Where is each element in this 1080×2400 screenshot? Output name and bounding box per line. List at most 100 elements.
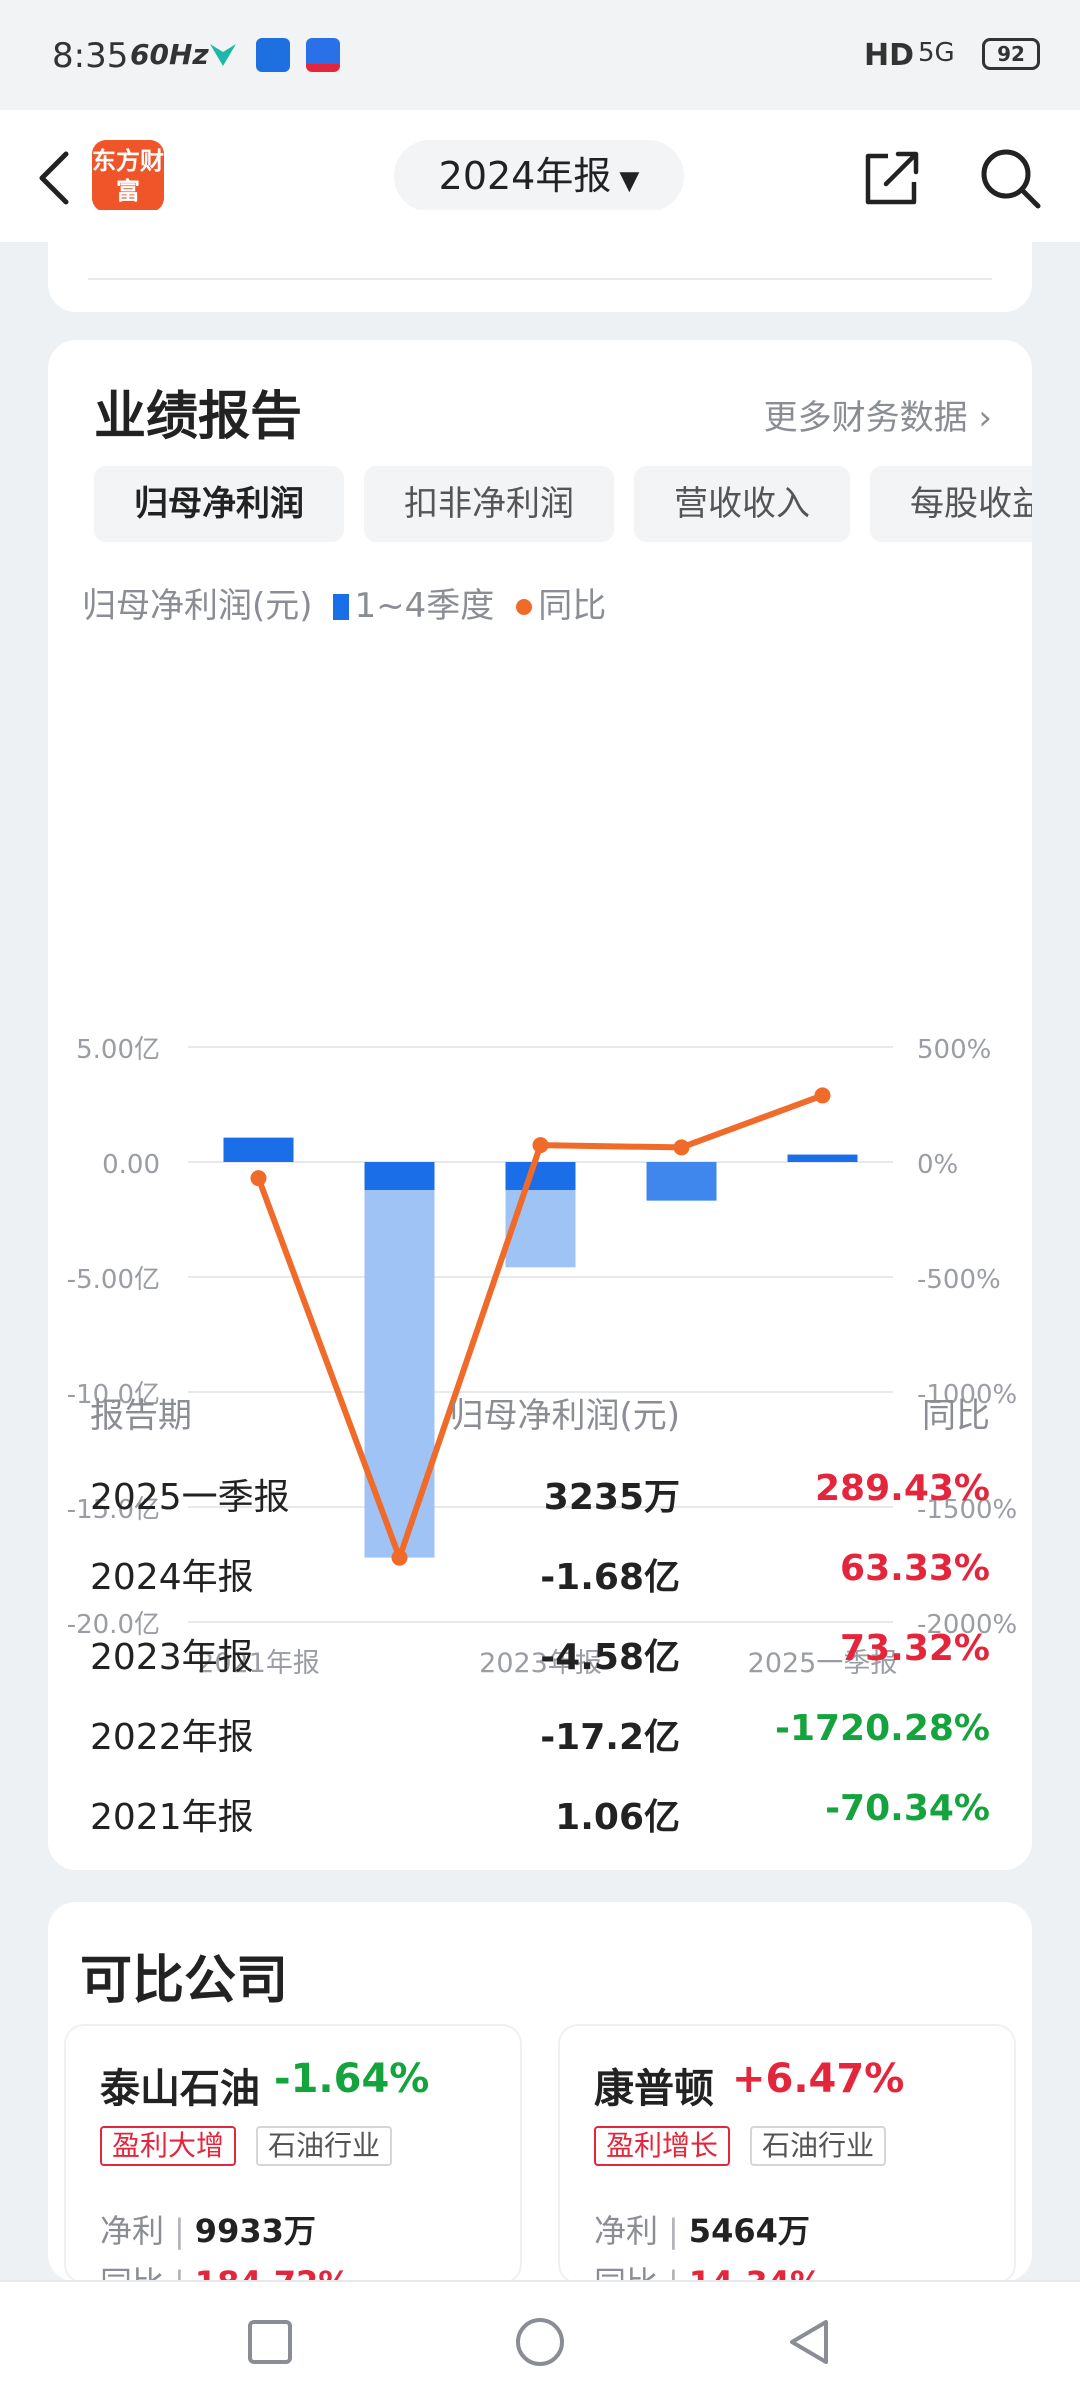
row-period: 2021年报 xyxy=(90,1797,254,1838)
period-label: 2024年报 xyxy=(438,154,612,198)
legend-bar-label: 1~4季度 xyxy=(354,586,495,626)
yoy-value: 14.34% xyxy=(688,2264,823,2284)
x-tick-label: 2021年报 xyxy=(197,1648,320,1679)
table-row[interactable]: 2023年报 -4.58亿 73.32% xyxy=(90,1628,990,1684)
y-right-tick-label: -2000% xyxy=(917,1610,1017,1640)
peer-change: +6.47% xyxy=(732,2056,905,2102)
circle-icon[interactable] xyxy=(510,2312,570,2372)
profit-value: 9933万 xyxy=(194,2212,316,2250)
peer-tag: 盈利大增 xyxy=(100,2126,237,2166)
refresh-rate: 60Hz xyxy=(130,38,209,71)
y-left-tick-label: -5.00亿 xyxy=(67,1265,160,1295)
peer-industry-tag: 石油行业 xyxy=(256,2126,393,2166)
table-row[interactable]: 2022年报 -17.2亿 -1720.28% xyxy=(90,1708,990,1764)
x-tick-label: 2025一季报 xyxy=(748,1648,898,1679)
profit-chart[interactable]: 5.00亿 500% 0.00 0% -5.00亿 -500% -10.0亿 -1000% -1… xyxy=(48,680,1032,1680)
header-yoy: 同比 xyxy=(922,1396,990,1436)
tab-deducted-net-profit[interactable]: 扣非净利润 xyxy=(364,466,614,542)
y-left-tick-label: -15.0亿 xyxy=(67,1495,160,1525)
legend-bar-swatch xyxy=(332,594,349,620)
legend-unit: 归母净利润(元) xyxy=(82,586,313,626)
y-right-tick-label: 0% xyxy=(917,1150,958,1180)
peer-name: 泰山石油 xyxy=(100,2066,260,2112)
peer-profit-line: 净利 | 5464万 xyxy=(594,2212,810,2250)
more-link-label: 更多财务数据 xyxy=(763,398,968,438)
table-row[interactable]: 2021年报 1.06亿 -70.34% xyxy=(90,1788,990,1844)
alipay-notification-icon xyxy=(306,38,340,72)
message-notification-icon xyxy=(256,38,290,72)
table-row[interactable]: 2024年报 -1.68亿 63.33% xyxy=(90,1548,990,1604)
dropdown-caret-icon: ▼ xyxy=(619,166,640,196)
square-icon[interactable] xyxy=(240,2312,300,2372)
tab-net-profit[interactable]: 归母净利润 xyxy=(94,466,344,542)
profit-label: 净利 xyxy=(594,2212,659,2250)
yoy-point xyxy=(673,1139,690,1156)
signal-icon: 5G xyxy=(918,38,955,68)
app-logo[interactable]: 东方财富 xyxy=(92,140,164,212)
back-arrow-icon[interactable] xyxy=(32,148,76,208)
row-profit: 1.06亿 xyxy=(555,1797,680,1838)
status-bar: 8:35 60Hz HD 5G 92 xyxy=(0,0,1080,110)
row-profit: -4.58亿 xyxy=(540,1637,680,1678)
row-period: 2023年报 xyxy=(90,1637,254,1678)
bar xyxy=(787,1154,858,1162)
row-yoy: -70.34% xyxy=(825,1788,990,1829)
yoy-point xyxy=(391,1549,408,1566)
search-icon[interactable] xyxy=(978,146,1042,210)
peer-industry-tag: 石油行业 xyxy=(750,2126,887,2166)
peer-name: 康普顿 xyxy=(594,2066,714,2112)
y-right-tick-label: 500% xyxy=(917,1035,991,1065)
y-left-tick-label: -10.0亿 xyxy=(67,1380,160,1410)
row-yoy: 63.33% xyxy=(840,1548,990,1589)
y-left-tick-label: -20.0亿 xyxy=(67,1610,160,1640)
comparable-companies-card: 可比公司 泰山石油 -1.64% 盈利大增 石油行业 净利 | 9933万 同比 | 1… xyxy=(48,1902,1032,2284)
profit-label: 净利 xyxy=(100,2212,165,2250)
row-period: 2025一季报 xyxy=(90,1477,290,1518)
yoy-value: 184.72% xyxy=(194,2264,351,2284)
divider xyxy=(88,278,992,280)
legend-line-label: 同比 xyxy=(538,586,607,626)
network-type: HD xyxy=(864,38,915,73)
triangle-back-icon[interactable] xyxy=(780,2312,840,2372)
peer-card[interactable]: 泰山石油 -1.64% 盈利大增 石油行业 净利 | 9933万 同比 | 184.72… xyxy=(64,2024,522,2284)
header-profit: 归母净利润(元) xyxy=(449,1396,680,1436)
table-row[interactable]: 2025一季报 3235万 289.43% xyxy=(90,1468,990,1524)
peer-yoy-line: 同比 | 14.34% xyxy=(594,2258,823,2284)
yoy-point xyxy=(814,1087,831,1104)
app-notification-icon xyxy=(210,44,236,66)
row-profit: 3235万 xyxy=(543,1477,680,1518)
peer-yoy-line: 同比 | 184.72% xyxy=(100,2258,351,2284)
row-yoy: 73.32% xyxy=(840,1628,990,1669)
bar xyxy=(646,1162,717,1201)
section-title: 可比公司 xyxy=(80,1951,289,2011)
row-period: 2022年报 xyxy=(90,1717,254,1758)
yoy-point xyxy=(250,1170,267,1187)
row-yoy: -1720.28% xyxy=(775,1708,990,1749)
y-left-tick-label: 5.00亿 xyxy=(76,1035,160,1065)
share-icon[interactable] xyxy=(862,148,922,208)
profit-value: 5464万 xyxy=(688,2212,810,2250)
period-dropdown[interactable]: 2024年报 ▼ xyxy=(394,140,684,212)
bar-segment xyxy=(505,1162,576,1190)
tab-eps[interactable]: 每股收益 xyxy=(870,466,1032,542)
yoy-point xyxy=(532,1137,549,1154)
chevron-right-icon: › xyxy=(978,398,992,438)
y-right-tick-label: -1500% xyxy=(917,1495,1017,1525)
status-time: 8:35 xyxy=(52,36,129,76)
chart-legend: 归母净利润(元) 1~4季度 同比 xyxy=(82,578,606,627)
header-period: 报告期 xyxy=(90,1396,192,1436)
system-nav-bar xyxy=(0,2280,1080,2400)
more-financial-data-link[interactable]: 更多财务数据 › xyxy=(764,390,992,439)
row-period: 2024年报 xyxy=(90,1557,254,1598)
peer-change: -1.64% xyxy=(274,2056,430,2102)
bar-segment xyxy=(364,1162,435,1190)
bar xyxy=(223,1137,294,1162)
yoy-label: 同比 xyxy=(100,2264,165,2284)
peer-card[interactable]: 康普顿 +6.47% 盈利增长 石油行业 净利 | 5464万 同比 | 14.34% xyxy=(558,2024,1016,2284)
legend-line-swatch xyxy=(516,599,533,615)
x-tick-label: 2023年报 xyxy=(479,1648,602,1679)
performance-report-card: 业绩报告 更多财务数据 › 归母净利润 扣非净利润 营收收入 每股收益 归母净利润(元… xyxy=(48,340,1032,1870)
row-yoy: 289.43% xyxy=(815,1468,990,1509)
tab-revenue[interactable]: 营收收入 xyxy=(634,466,850,542)
previous-section-card xyxy=(48,210,1032,312)
